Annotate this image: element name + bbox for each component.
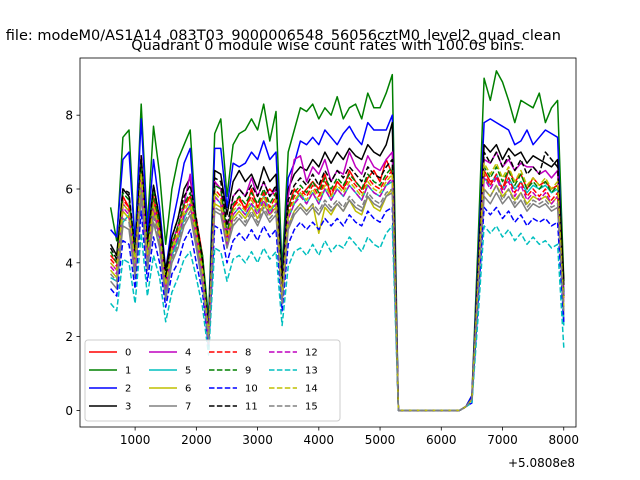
legend-label-0: 0	[125, 348, 131, 359]
legend-label-1: 1	[125, 366, 131, 377]
legend-label-12: 12	[305, 348, 318, 359]
legend-label-9: 9	[245, 366, 251, 377]
legend-label-4: 4	[185, 348, 191, 359]
figure-suptitle: n file: modeM0/AS1A14_083T03_9000006548_…	[0, 28, 561, 44]
legend-label-14: 14	[305, 384, 318, 395]
legend-label-10: 10	[245, 384, 258, 395]
legend-label-7: 7	[185, 402, 191, 413]
x-tick-label-3000: 3000	[242, 433, 273, 447]
x-tick-label-5000: 5000	[365, 433, 396, 447]
y-tick-label-6: 6	[65, 182, 73, 196]
y-tick-label-2: 2	[65, 330, 73, 344]
legend-label-5: 5	[185, 366, 191, 377]
series-line-7	[110, 191, 565, 412]
series-layer	[109, 70, 565, 412]
x-offset-label: +5.0808e8	[508, 456, 575, 470]
legend-label-2: 2	[125, 384, 131, 395]
series-line-12	[110, 177, 565, 412]
x-tick-label-7000: 7000	[487, 433, 518, 447]
series-line-13	[110, 225, 565, 412]
legend-label-13: 13	[305, 366, 318, 377]
series-line-9	[109, 162, 565, 412]
series-line-15	[110, 184, 565, 412]
series-line-1	[109, 70, 565, 412]
x-tick-label-6000: 6000	[426, 433, 457, 447]
x-tick-label-2000: 2000	[181, 433, 212, 447]
axes-layer: 1000 2000 3000 4000 5000 6000 7000 8000 0 2 4 6 8	[65, 57, 579, 447]
y-tick-label-8: 8	[65, 109, 73, 123]
legend-label-8: 8	[245, 348, 251, 359]
legend-box	[84, 339, 341, 422]
legend-label-15: 15	[305, 402, 318, 413]
legend-label-6: 6	[185, 384, 191, 395]
series-line-11	[109, 151, 565, 412]
legend-label-11: 11	[245, 402, 258, 413]
x-tick-label-8000: 8000	[548, 433, 579, 447]
chart-title: Quadrant 0 module wise count rates with …	[131, 38, 525, 54]
series-line-14	[110, 162, 565, 412]
series-line-10	[110, 206, 565, 412]
series-line-2	[110, 114, 565, 412]
legend-label-3: 3	[125, 402, 131, 413]
plot-frame	[79, 57, 577, 428]
y-tick-label-4: 4	[65, 256, 73, 270]
x-tick-label-1000: 1000	[120, 433, 151, 447]
series-line-8	[110, 166, 565, 412]
series-line-3	[109, 121, 565, 412]
x-tick-label-4000: 4000	[304, 433, 335, 447]
y-tick-label-0: 0	[65, 404, 73, 418]
